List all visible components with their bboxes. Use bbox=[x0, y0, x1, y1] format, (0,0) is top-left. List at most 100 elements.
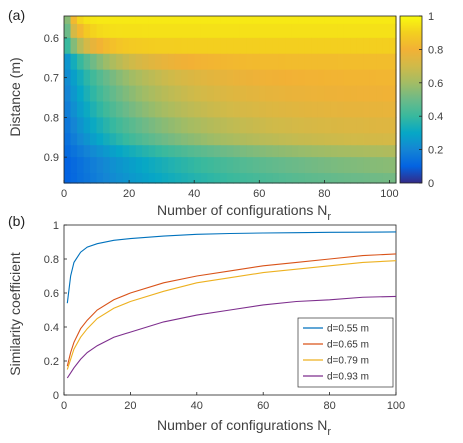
heatmap-cell bbox=[376, 173, 384, 184]
heatmap-cell bbox=[142, 133, 150, 146]
heatmap-x-ticks: 0 20 40 60 80 100 bbox=[61, 180, 399, 200]
line-y-tick-label: 0 bbox=[53, 390, 59, 402]
heatmap-cell bbox=[116, 145, 124, 158]
heatmap-cell bbox=[324, 101, 332, 118]
heatmap-cell bbox=[155, 85, 163, 103]
heatmap-cell bbox=[135, 101, 143, 118]
heatmap-cell bbox=[389, 117, 397, 134]
heatmap-cell bbox=[122, 37, 130, 55]
heatmap-cell bbox=[233, 157, 241, 174]
heatmap-cell bbox=[64, 53, 72, 71]
heatmap-cell bbox=[135, 16, 143, 25]
heatmap-cell bbox=[135, 117, 143, 134]
heatmap-cell bbox=[239, 173, 247, 184]
heatmap-cell bbox=[194, 37, 202, 55]
heatmap-cell bbox=[343, 23, 352, 39]
heatmap-cell bbox=[389, 133, 397, 146]
heatmap-cell bbox=[278, 101, 286, 118]
heatmap-cell bbox=[246, 173, 254, 184]
heatmap-cell bbox=[77, 133, 85, 146]
heatmap-cell bbox=[194, 157, 202, 174]
heatmap-x-tick-label: 100 bbox=[380, 188, 398, 200]
line-x-tick-label: 80 bbox=[323, 400, 335, 412]
heatmap-cell bbox=[382, 53, 391, 71]
heatmap-cell bbox=[239, 69, 247, 87]
heatmap-cell bbox=[259, 69, 267, 87]
heatmap-cell bbox=[369, 145, 378, 158]
heatmap-cell bbox=[77, 173, 85, 184]
heatmap-cell bbox=[109, 16, 117, 25]
heatmap-cell bbox=[70, 85, 78, 103]
line-y-tick-label: 0.8 bbox=[44, 254, 59, 266]
heatmap-cell bbox=[220, 157, 228, 174]
heatmap-cell bbox=[298, 157, 306, 174]
heatmap-x-tick-label: 20 bbox=[123, 188, 135, 200]
heatmap-y-tick-label: 0.8 bbox=[44, 112, 59, 124]
heatmap-cell bbox=[194, 117, 202, 134]
heatmap-cell bbox=[317, 69, 325, 87]
heatmap-cell bbox=[116, 23, 124, 39]
heatmap-cell bbox=[226, 53, 234, 71]
heatmap-cell bbox=[285, 69, 293, 87]
heatmap-cell bbox=[389, 85, 397, 103]
heatmap-cell bbox=[213, 23, 221, 39]
heatmap-cell bbox=[142, 85, 150, 103]
heatmap-cell bbox=[317, 37, 325, 55]
heatmap-cell bbox=[168, 69, 176, 87]
heatmap-cell bbox=[135, 53, 143, 71]
heatmap-cell bbox=[122, 69, 130, 87]
heatmap-cell bbox=[298, 101, 306, 118]
heatmap-cell bbox=[278, 85, 286, 103]
heatmap-cell bbox=[83, 117, 91, 134]
panel-a-label: (a) bbox=[8, 7, 25, 23]
heatmap-cell bbox=[142, 23, 150, 39]
heatmap-cell bbox=[350, 16, 358, 25]
heatmap-cell bbox=[239, 145, 247, 158]
heatmap-cell bbox=[103, 145, 111, 158]
heatmap-cell bbox=[116, 173, 124, 184]
heatmap-cell bbox=[259, 157, 267, 174]
heatmap-cell bbox=[389, 173, 397, 184]
heatmap-cell bbox=[122, 157, 130, 174]
heatmap-cell bbox=[304, 145, 312, 158]
heatmap-cell bbox=[161, 117, 169, 134]
heatmap-cell bbox=[369, 173, 378, 184]
colorbar-tick-label: 1 bbox=[428, 11, 434, 23]
heatmap-cell bbox=[226, 37, 234, 55]
heatmap-cell bbox=[246, 85, 254, 103]
heatmap-cell bbox=[233, 101, 241, 118]
heatmap-cell bbox=[304, 53, 312, 71]
heatmap-cell bbox=[382, 23, 391, 39]
heatmap-cell bbox=[129, 173, 137, 184]
heatmap-cell bbox=[83, 133, 91, 146]
heatmap-cell bbox=[304, 133, 312, 146]
heatmap-cell bbox=[207, 157, 215, 174]
heatmap-cell bbox=[194, 53, 202, 71]
heatmap-cell bbox=[252, 173, 260, 184]
heatmap-cell bbox=[148, 145, 156, 158]
heatmap-cell bbox=[298, 23, 306, 39]
heatmap-cell bbox=[252, 117, 260, 134]
heatmap-cell bbox=[200, 117, 208, 134]
heatmap-cell bbox=[298, 69, 306, 87]
heatmap-cell bbox=[382, 16, 391, 25]
heatmap-cell bbox=[129, 37, 137, 55]
heatmap-cell bbox=[298, 117, 306, 134]
heatmap-cell bbox=[330, 133, 339, 146]
heatmap-cell bbox=[343, 145, 352, 158]
heatmap-cell bbox=[259, 133, 267, 146]
heatmap-cell bbox=[330, 16, 339, 25]
heatmap-cell bbox=[122, 133, 130, 146]
heatmap-cell bbox=[259, 16, 267, 25]
panel-b: (b) 0 20 40 60 80 100 0 0.2 0.4 0.6 0.8 1 Number o… bbox=[7, 213, 405, 438]
heatmap-cell bbox=[389, 157, 397, 174]
heatmap-cell bbox=[337, 37, 345, 55]
heatmap-cell bbox=[194, 133, 202, 146]
heatmap-cell bbox=[83, 37, 91, 55]
heatmap-cell bbox=[155, 23, 163, 39]
heatmap-cell bbox=[220, 101, 228, 118]
heatmap-cell bbox=[116, 53, 124, 71]
heatmap-cell bbox=[77, 117, 85, 134]
heatmap-cell bbox=[317, 133, 325, 146]
heatmap-cell bbox=[259, 101, 267, 118]
